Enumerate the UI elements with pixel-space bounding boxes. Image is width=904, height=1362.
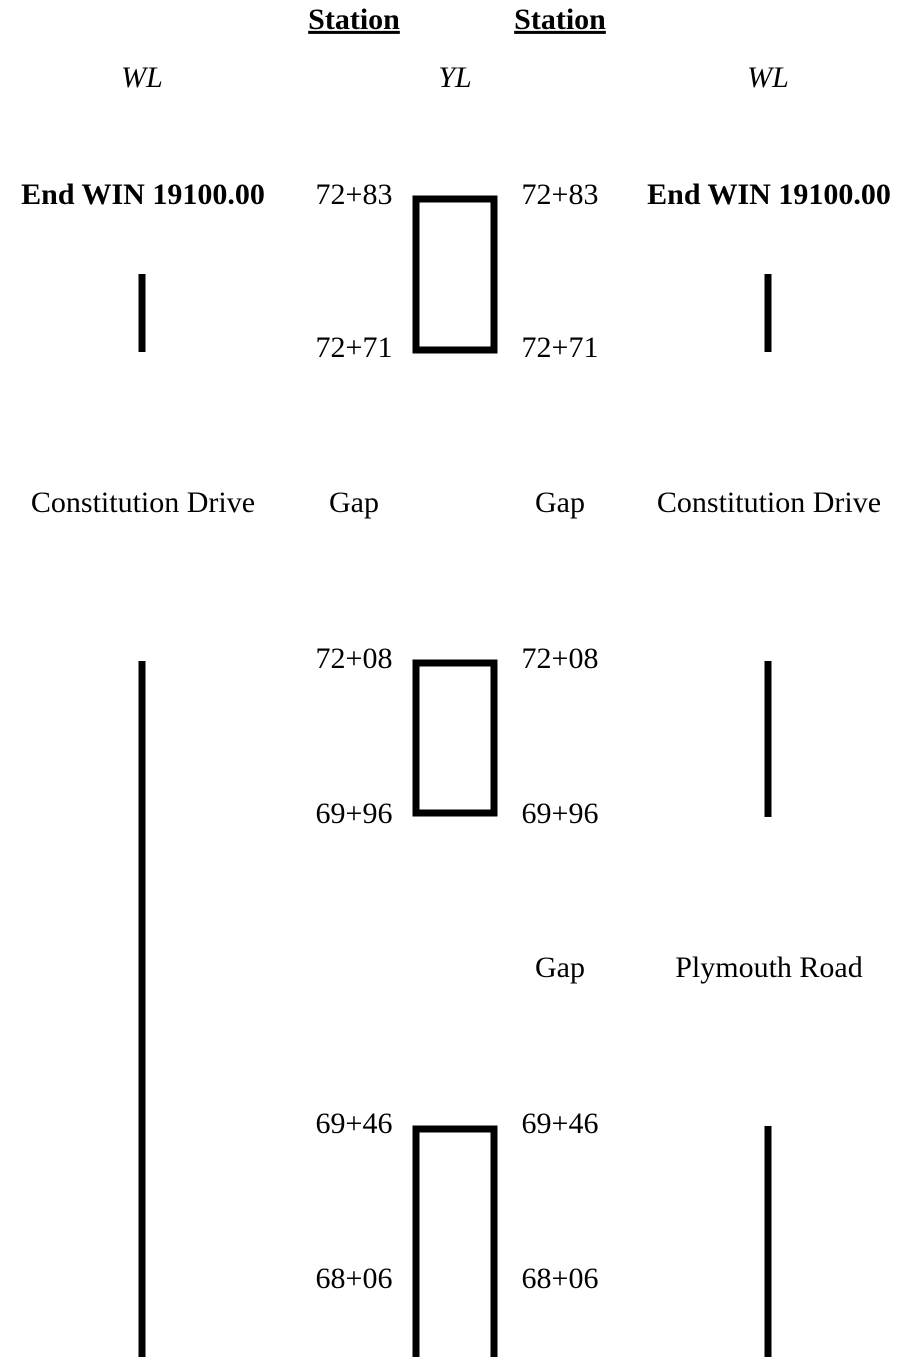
structure-open <box>412 1125 498 1357</box>
column-header: Station <box>514 3 606 36</box>
station-label: 69+96 <box>522 797 599 830</box>
structure-outlines <box>412 195 498 1357</box>
station-label: Gap <box>329 486 379 519</box>
wl-label: Constitution Drive <box>657 486 881 519</box>
wl-label: End WIN 19100.00 <box>21 178 265 211</box>
wall-bars <box>138 274 772 1357</box>
station-label: Gap <box>535 951 585 984</box>
station-label: 72+71 <box>522 331 599 364</box>
station-label: 68+06 <box>522 1262 599 1295</box>
structure-box <box>412 195 498 354</box>
wl-label: Plymouth Road <box>675 951 863 984</box>
station-label: 69+46 <box>316 1107 393 1140</box>
column-label: WL <box>747 61 789 94</box>
station-label: 69+96 <box>316 797 393 830</box>
station-label: 72+83 <box>316 178 393 211</box>
structure-box <box>412 659 498 817</box>
station-label: 72+71 <box>316 331 393 364</box>
column-label: YL <box>438 61 471 94</box>
station-label: 72+83 <box>522 178 599 211</box>
station-label: 69+46 <box>522 1107 599 1140</box>
column-label: WL <box>121 61 163 94</box>
station-label: 68+06 <box>316 1262 393 1295</box>
station-label: 72+08 <box>316 642 393 675</box>
station-label: Gap <box>535 486 585 519</box>
column-header: Station <box>308 3 400 36</box>
wl-label: End WIN 19100.00 <box>647 178 891 211</box>
station-label: 72+08 <box>522 642 599 675</box>
wl-label: Constitution Drive <box>31 486 255 519</box>
